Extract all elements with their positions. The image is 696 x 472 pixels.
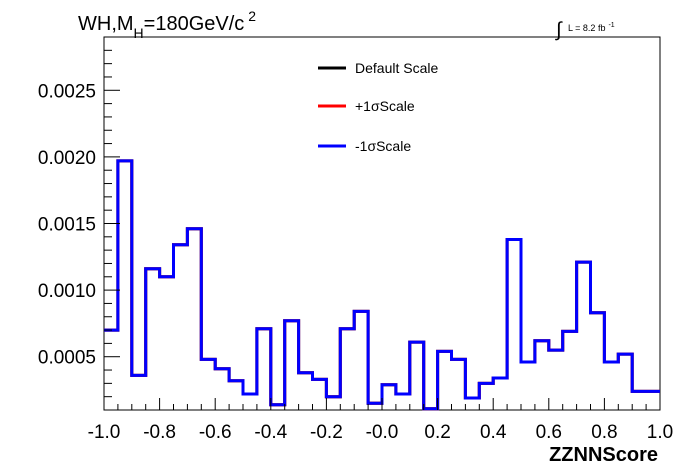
x-tick-label: 0.8 [591, 422, 617, 443]
y-tick-label: 0.0020 [38, 148, 96, 169]
legend-label: +1σScale [355, 98, 415, 114]
y-tick-label: 0.0025 [38, 81, 96, 102]
x-tick-label: 0.6 [536, 422, 562, 443]
x-axis-label: ZZNNScore [549, 444, 658, 466]
chart-title: WH,MH=180GeV/c 2 [78, 8, 256, 41]
x-tick-label: -0.6 [199, 422, 232, 443]
x-tick-label: 1.0 [647, 422, 673, 443]
legend-label: Default Scale [355, 60, 438, 76]
y-tick-label: 0.0015 [38, 215, 96, 236]
x-tick-label: -1.0 [88, 422, 121, 443]
y-tick-label: 0.0010 [38, 281, 96, 302]
x-tick-label: 0.2 [424, 422, 450, 443]
x-tick-label: 0.4 [480, 422, 507, 443]
integral-symbol: ∫ [555, 19, 563, 41]
y-tick-label: 0.0005 [38, 348, 96, 369]
x-tick-label: -0.2 [310, 422, 343, 443]
histogram-series-group [104, 159, 660, 411]
legend: Default Scale +1σScale -1σScale [318, 60, 438, 154]
x-axis: -1.0 -0.8 -0.6 -0.4 -0.2 -0.0 0.2 0.4 0.6 0.8 1.0 [88, 398, 673, 443]
plot-frame [103, 36, 661, 411]
x-tick-label: -0.0 [366, 422, 399, 443]
y-axis: 0.0005 0.0010 0.0015 0.0020 0.0025 [38, 36, 120, 411]
legend-label: -1σScale [355, 138, 411, 154]
histogram-series-3 [104, 159, 660, 411]
luminosity-label: L = 8.2 fb -1 [568, 22, 615, 33]
x-tick-label: -0.4 [254, 422, 287, 443]
x-tick-label: -0.8 [143, 422, 176, 443]
